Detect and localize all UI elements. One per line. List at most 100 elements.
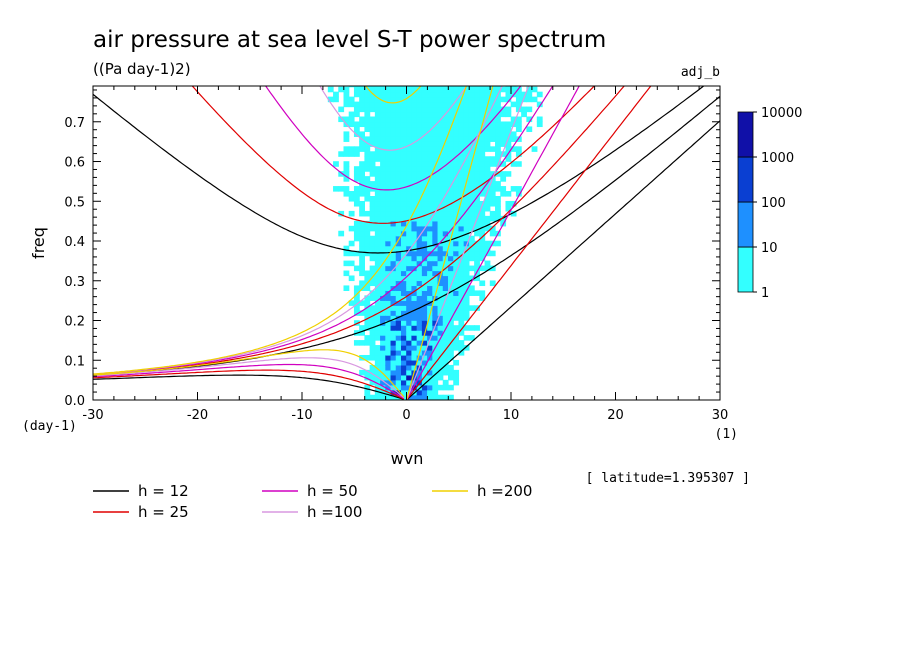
heat-cell: [463, 141, 470, 147]
heat-cell: [353, 191, 360, 197]
heat-cell: [364, 340, 371, 346]
heat-cell: [427, 340, 433, 346]
heat-cell: [416, 121, 423, 128]
heat-cell: [536, 91, 543, 98]
heat-cell: [474, 195, 480, 202]
heat-cell: [395, 126, 402, 133]
heat-cell: [364, 310, 371, 316]
heat-cell: [411, 255, 418, 262]
heat-cell: [432, 210, 439, 217]
heat-cell: [421, 136, 428, 142]
heat-cell: [406, 161, 413, 167]
heat-cell: [463, 156, 470, 162]
heat-cell: [400, 210, 407, 217]
heat-cell: [390, 220, 397, 227]
heat-cell: [442, 181, 449, 187]
heat-cell: [390, 364, 397, 371]
heat-cell: [416, 369, 423, 376]
heat-cell: [442, 151, 449, 157]
heat-cell: [427, 131, 433, 137]
heat-cell: [468, 245, 475, 252]
heat-cell: [536, 101, 543, 108]
heat-cell: [442, 280, 449, 287]
heat-cell: [421, 290, 428, 296]
heat-cell: [400, 290, 407, 296]
heat-cell: [421, 171, 428, 177]
heat-cell: [353, 300, 360, 306]
heat-cell: [495, 200, 501, 207]
heat-cell: [400, 359, 407, 366]
heat-cell: [427, 186, 433, 192]
heat-cell: [395, 364, 402, 371]
heat-cell: [400, 230, 407, 237]
heat-cell: [432, 151, 439, 157]
heat-cell: [448, 195, 454, 202]
heat-cell: [479, 151, 486, 157]
heat-cell: [448, 230, 454, 237]
heat-cell: [390, 86, 397, 93]
heat-cell: [385, 245, 392, 252]
heat-cell: [421, 285, 428, 291]
heat-cell: [359, 260, 365, 267]
heat-cell: [359, 235, 365, 242]
heat-cell: [369, 290, 376, 296]
heat-cell: [343, 166, 350, 172]
heat-cell: [416, 384, 423, 391]
heat-cell: [427, 161, 433, 167]
heat-cell: [500, 151, 507, 157]
heat-cell: [458, 295, 465, 301]
heat-cell: [432, 215, 439, 222]
heat-cell: [374, 389, 381, 396]
heat-cell: [411, 205, 418, 212]
heat-cell: [374, 369, 381, 376]
heat-cell: [479, 101, 486, 108]
heat-cell: [395, 275, 402, 282]
heat-cell: [437, 210, 444, 217]
heat-cell: [395, 171, 402, 177]
heat-cell: [369, 166, 376, 172]
heat-cell: [510, 136, 517, 142]
heat-cell: [427, 146, 433, 152]
heat-cell: [390, 235, 397, 242]
heat-cell: [489, 91, 496, 98]
heat-cell: [353, 285, 360, 291]
heat-cell: [369, 330, 376, 336]
heat-cell: [374, 335, 381, 341]
heat-cell: [437, 320, 444, 326]
heat-cell: [448, 265, 454, 272]
heat-cell: [400, 200, 407, 207]
heat-cell: [374, 255, 381, 262]
heat-cell: [479, 126, 486, 133]
heat-cell: [458, 320, 465, 326]
heat-cell: [453, 369, 460, 376]
heat-cell: [453, 250, 460, 257]
heat-cell: [364, 335, 371, 341]
heat-cell: [385, 116, 392, 123]
heat-cell: [369, 86, 376, 93]
heat-cell: [385, 300, 392, 306]
heat-cell: [359, 220, 365, 227]
heat-cell: [416, 161, 423, 167]
heat-cell: [474, 151, 480, 157]
heat-cell: [364, 369, 371, 376]
heat-cell: [400, 131, 407, 137]
heat-cell: [432, 315, 439, 321]
latitude-annotation: [ latitude=1.395307 ]: [586, 471, 750, 486]
heat-cell: [448, 280, 454, 287]
heat-cell: [380, 156, 386, 162]
heat-cell: [437, 86, 444, 93]
heat-cell: [374, 225, 381, 232]
heat-cell: [353, 126, 360, 133]
heat-cell: [421, 394, 428, 400]
heat-cell: [406, 126, 413, 133]
heat-cell: [453, 335, 460, 341]
heat-cell: [448, 96, 454, 103]
heat-cell: [385, 106, 392, 113]
heat-cell: [390, 315, 397, 321]
heat-cell: [484, 86, 491, 88]
heat-cell: [484, 96, 491, 103]
heat-cell: [353, 121, 360, 128]
heat-cell: [374, 116, 381, 123]
heat-cell: [448, 364, 454, 371]
y-tick-label: 0.3: [64, 275, 85, 290]
